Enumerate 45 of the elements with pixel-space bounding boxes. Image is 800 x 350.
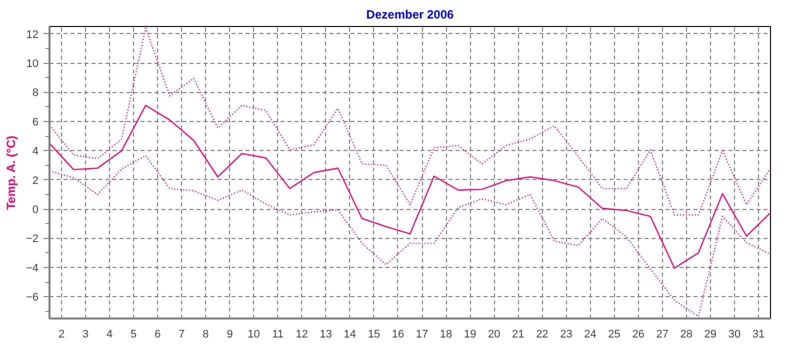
y-tick-label: 6	[32, 116, 39, 128]
x-tick-label: 26	[632, 328, 644, 340]
x-tick-label: 15	[368, 328, 380, 340]
x-tick-label: 27	[656, 328, 668, 340]
x-tick-label: 16	[392, 328, 404, 340]
x-tick-label: 24	[584, 328, 596, 340]
x-tick-label: 23	[560, 328, 572, 340]
line-series	[50, 104, 770, 269]
x-tick-label: 22	[536, 328, 548, 340]
x-tick-label: 5	[130, 328, 137, 340]
x-tick-label: 18	[440, 328, 452, 340]
y-tick-label: −6	[26, 292, 39, 304]
x-tick-label: 19	[464, 328, 476, 340]
x-tick-label: 20	[488, 328, 500, 340]
y-tick-label: 12	[26, 28, 39, 41]
x-tick-label: 30	[728, 328, 741, 340]
x-tick-label: 3	[82, 328, 89, 340]
line-series	[50, 27, 770, 216]
y-tick-label: 4	[32, 146, 39, 158]
y-tick-label: 10	[26, 58, 39, 70]
x-tick-label: 10	[248, 328, 260, 340]
y-tick-label: −4	[26, 262, 39, 274]
chart-title: Dezember 2006	[366, 8, 454, 22]
x-tick-label: 2	[58, 328, 65, 340]
x-tick-label: 12	[296, 328, 308, 340]
y-tick-label: 0	[32, 204, 39, 216]
x-tick-label: 17	[416, 328, 428, 340]
y-tick-label: 8	[32, 87, 39, 100]
x-tick-label: 8	[202, 328, 209, 340]
y-tick-label: −2	[26, 233, 39, 246]
x-tick-label: 25	[608, 328, 620, 340]
x-tick-label: 31	[752, 328, 765, 340]
y-tick-label: 2	[32, 174, 39, 187]
x-tick-label: 11	[272, 328, 284, 340]
x-tick-label: 9	[226, 328, 233, 340]
line-series	[50, 155, 770, 317]
y-axis-title: Temp. A. (°C)	[4, 136, 18, 210]
x-tick-label: 13	[320, 328, 332, 340]
x-tick-label: 28	[680, 328, 693, 340]
x-tick-label: 4	[106, 328, 113, 340]
x-tick-label: 21	[512, 328, 524, 340]
x-tick-label: 29	[704, 328, 717, 340]
x-tick-label: 14	[344, 328, 356, 340]
x-tick-label: 7	[178, 328, 185, 340]
x-tick-label: 6	[154, 328, 161, 340]
